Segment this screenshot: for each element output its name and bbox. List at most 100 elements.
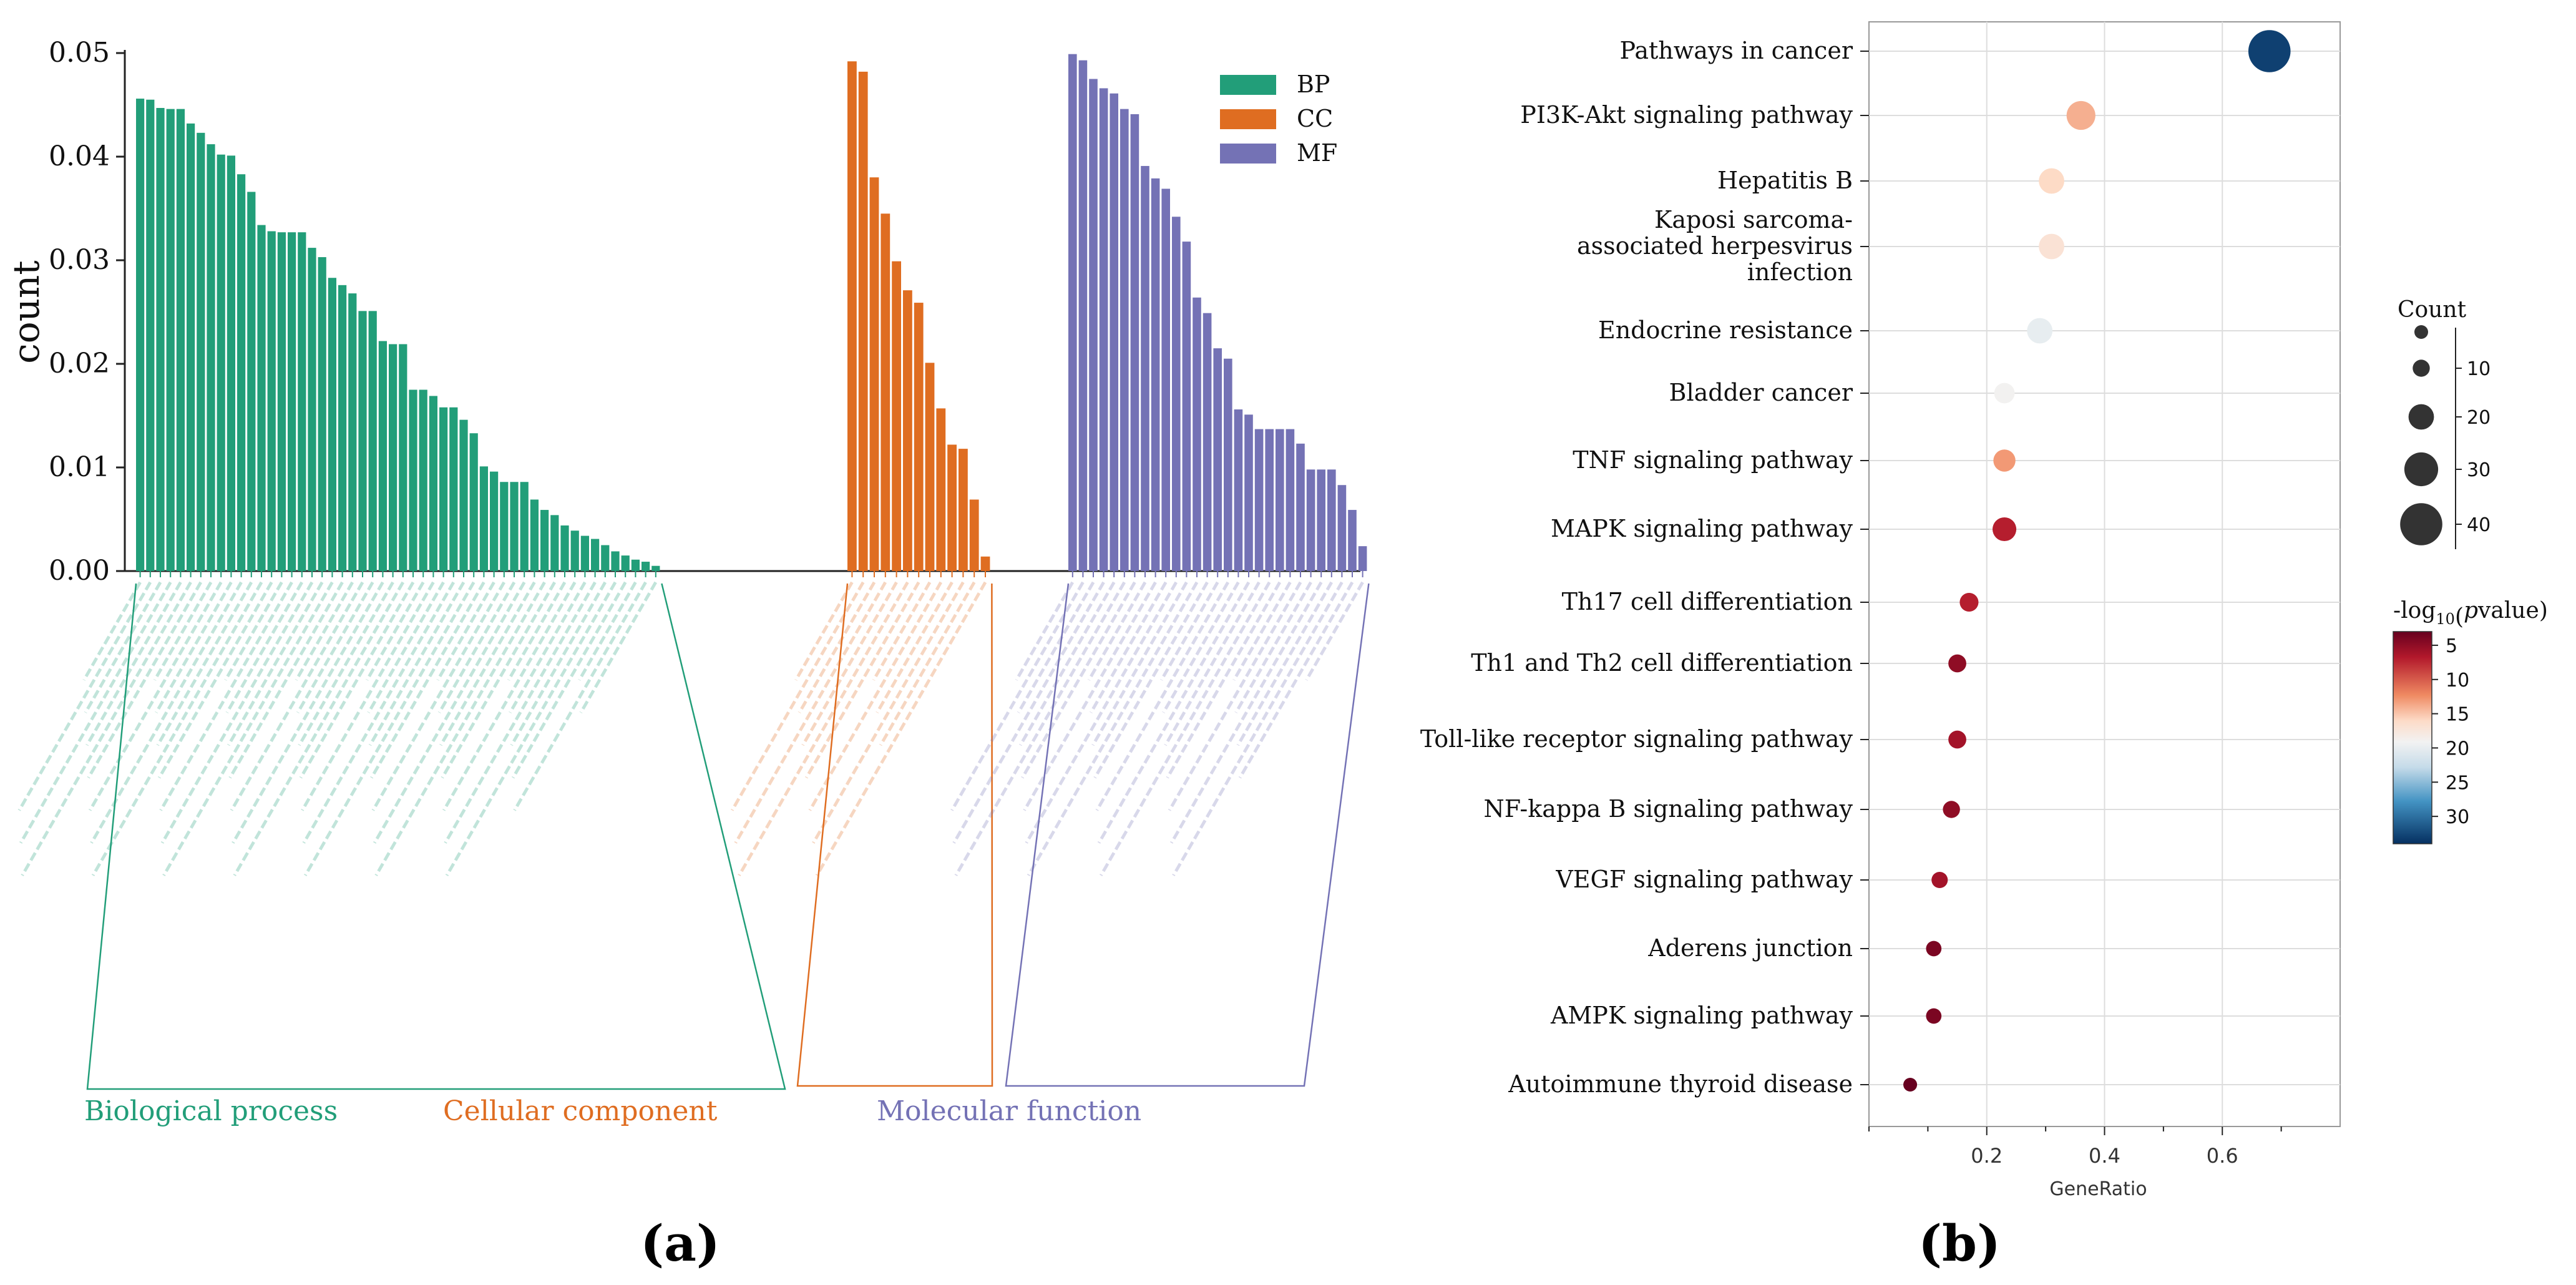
size-legend-dot: [2400, 503, 2442, 545]
y-tick-label: 0.05: [49, 37, 110, 69]
x-category-label-stroke: [879, 581, 976, 746]
y-category-label: NF-kappa B signaling pathway: [1484, 795, 1853, 823]
x-category-label-stroke: [512, 581, 627, 779]
bp-bar: [409, 389, 417, 571]
x-category-label-stroke: [872, 581, 932, 681]
mf-bar: [1306, 469, 1315, 571]
size-legend-label: 20: [2467, 407, 2491, 429]
x-tick-label: 0.2: [1971, 1144, 2003, 1168]
x-category-label-stroke: [1238, 581, 1354, 779]
x-category-label-stroke: [21, 581, 192, 877]
x-category-label-stroke: [1090, 581, 1168, 714]
go-enrichment-bar-chart: 0.00 0.01 0.02 0.03 0.04 0.05 count Biological …: [5, 37, 1370, 1127]
bp-bar: [399, 344, 407, 571]
cc-bar: [847, 61, 857, 571]
y-category-label: Bladder cancer: [1669, 379, 1853, 406]
cc-bar: [947, 444, 957, 571]
x-category-label-stroke: [801, 581, 898, 746]
x-category-label-stroke: [298, 581, 394, 746]
mf-bar: [1078, 60, 1088, 572]
color-legend-title: -log10(pvalue): [2393, 598, 2548, 630]
mf-bar: [1254, 429, 1264, 571]
x-category-label-stroke: [1232, 581, 1292, 681]
cc-bar: [936, 408, 946, 571]
x-category-label-stroke: [224, 581, 283, 681]
bp-bar: [176, 109, 185, 571]
colorbar-tick-label: 15: [2446, 704, 2469, 726]
x-category-label-stroke: [578, 581, 637, 681]
cc-bar: [903, 290, 912, 571]
kegg-dot-plot: 0.2 0.4 0.6 GeneRatio Pathways in cancer PI3K…: [1420, 21, 2548, 1200]
x-category-label-stroke: [1164, 581, 1261, 746]
mf-bar: [1120, 109, 1129, 571]
mf-bar: [1348, 510, 1357, 571]
x-category-label-stroke: [233, 581, 404, 877]
data-point: [1948, 654, 1966, 673]
x-category-label-stroke: [954, 581, 1126, 877]
x-category-label-stroke: [1087, 581, 1147, 681]
cc-bar: [858, 71, 868, 571]
legend-label-mf: MF: [1297, 139, 1337, 167]
bp-bar: [328, 278, 336, 571]
bp-bar: [227, 155, 235, 572]
x-category-label-stroke: [17, 581, 152, 811]
bp-bar: [459, 419, 468, 571]
mf-bar: [1161, 188, 1170, 572]
x-category-label-stroke: [1170, 581, 1323, 844]
group-label-molecular-function: Molecular function: [877, 1095, 1141, 1127]
x-category-label-stroke: [510, 581, 607, 746]
x-category-label-stroke: [1025, 581, 1178, 844]
x-category-label-stroke: [232, 581, 384, 844]
x-category-label-stroke: [815, 581, 987, 877]
mf-bar: [1276, 429, 1284, 571]
bp-bar: [520, 482, 529, 571]
mf-bar: [1089, 79, 1098, 571]
x-category-label-stroke: [1162, 581, 1240, 714]
bp-bar: [560, 525, 569, 571]
mf-bar: [1130, 114, 1139, 571]
x-category-label-stroke: [227, 581, 324, 746]
bp-bar: [298, 232, 306, 571]
bp-bar: [479, 466, 488, 571]
y-category-label: Aderens junction: [1647, 934, 1853, 962]
y-category-label: Th17 cell differentiation: [1562, 588, 1853, 615]
bp-bar: [358, 311, 367, 571]
x-axis-title: GeneRatio: [2049, 1178, 2147, 1200]
mf-bar: [1213, 348, 1222, 571]
data-point: [1993, 517, 2017, 542]
x-category-label-stroke: [1166, 581, 1281, 779]
x-category-label-stroke: [1100, 581, 1271, 877]
y-category-label: AMPK signaling pathway: [1550, 1002, 1853, 1029]
y-category-label: Pathways in cancer: [1619, 37, 1853, 64]
bp-bar: [540, 510, 549, 571]
size-legend-dot: [2404, 452, 2439, 487]
bp-label-bracket: [86, 583, 786, 1090]
bp-bar: [530, 499, 539, 571]
x-category-label-stroke: [299, 581, 415, 779]
size-legend-title: Count: [2398, 297, 2467, 323]
bp-bar: [187, 123, 195, 571]
size-legend-label: 10: [2467, 358, 2491, 380]
bp-bar: [348, 293, 357, 571]
mf-bar: [1327, 469, 1336, 571]
x-category-label-stroke: [1019, 581, 1116, 746]
mf-bar: [1182, 242, 1191, 571]
x-category-label-stroke: [155, 581, 233, 714]
mf-label-bracket: [1005, 583, 1370, 1087]
mf-bar: [1172, 217, 1181, 571]
bp-bar: [510, 482, 519, 571]
x-category-label-stroke: [368, 581, 466, 746]
x-category-label-stroke: [1015, 581, 1074, 681]
data-point: [1926, 1008, 1942, 1024]
y-category-label: Hepatitis B: [1717, 167, 1853, 194]
x-category-label-stroke: [90, 581, 243, 844]
data-point: [1931, 871, 1948, 889]
x-category-label-stroke: [952, 581, 1105, 844]
data-point: [2248, 30, 2291, 72]
data-point: [1948, 730, 1966, 749]
bp-bar: [429, 396, 437, 571]
x-category-label-stroke: [84, 581, 162, 714]
x-category-label-stroke: [798, 581, 876, 714]
colorbar-tick-label: 30: [2446, 806, 2469, 828]
